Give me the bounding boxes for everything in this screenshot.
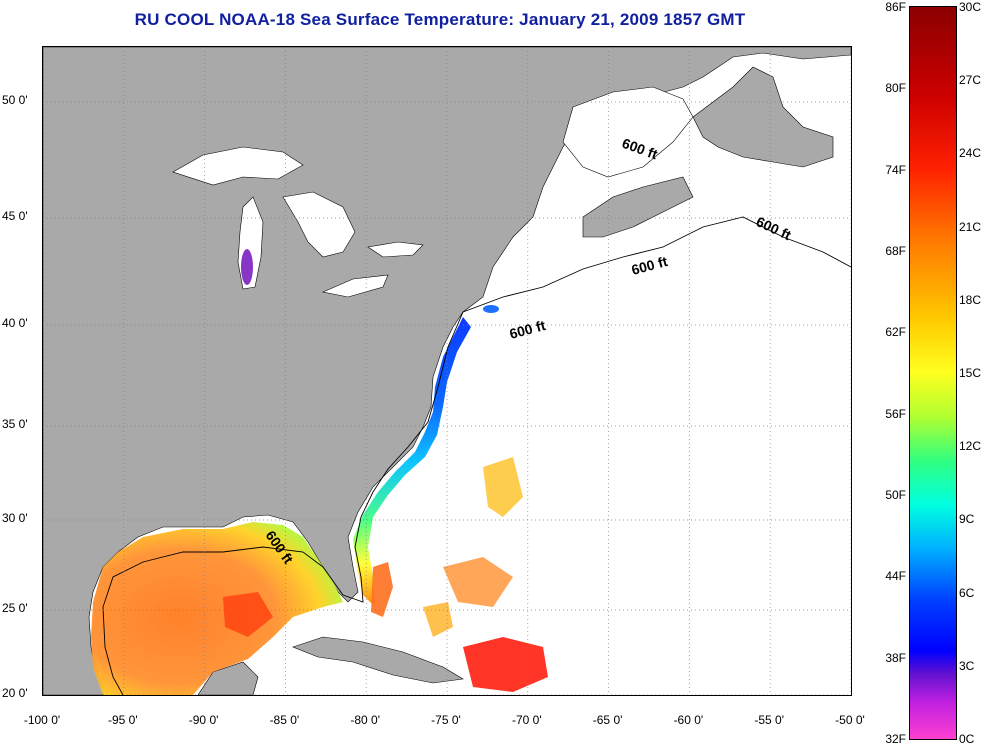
- colorbar-f-label: 50F: [885, 488, 906, 502]
- temperature-colorbar: [909, 6, 957, 740]
- lat-label: 20 0': [2, 686, 28, 700]
- lon-label: -80 0': [350, 713, 381, 727]
- lake-michigan-sst: [241, 249, 253, 285]
- offshore-sst-patches: [223, 457, 548, 692]
- lat-label: 25 0': [2, 601, 28, 615]
- lat-label: 35 0': [2, 417, 28, 431]
- colorbar-c-label: 27C: [959, 73, 982, 88]
- depth-label-3: 600 ft: [630, 253, 670, 278]
- colorbar-c-label: 15C: [959, 366, 982, 380]
- lake-huron: [282, 191, 356, 258]
- lon-label: -55 0': [754, 713, 785, 727]
- colorbar-f-label: 74F: [885, 162, 906, 177]
- isobath-600ft: [102, 216, 851, 695]
- lake-superior: [172, 146, 304, 186]
- colorbar-f-label: 38F: [885, 650, 906, 665]
- st-lawrence-water: [562, 86, 694, 178]
- lon-label: -100 0': [23, 713, 61, 727]
- colorbar-c-label: 3C: [959, 658, 975, 673]
- colorbar-f-label: 80F: [885, 81, 906, 96]
- yucatan-land: [197, 661, 259, 695]
- lake-erie: [322, 274, 389, 298]
- lat-label: 50 0': [2, 93, 28, 107]
- colorbar-c-label: 21C: [959, 219, 982, 234]
- map-canvas: 600 ft 600 ft 600 ft 600 ft 600 ft: [43, 47, 851, 695]
- colorbar-f-label: 86F: [885, 0, 906, 14]
- colorbar-c-label: 24C: [959, 146, 982, 161]
- coastal-sst-band: [353, 317, 471, 607]
- lon-label: -95 0': [107, 713, 138, 727]
- colorbar-f-label: 32F: [885, 732, 906, 746]
- colorbar-c-label: 12C: [959, 439, 982, 454]
- lon-label: -75 0': [431, 713, 461, 727]
- sst-map[interactable]: 600 ft 600 ft 600 ft 600 ft 600 ft: [42, 46, 852, 696]
- colorbar-f-label: 44F: [885, 569, 906, 584]
- lat-lon-grid: [43, 47, 851, 695]
- map-title: RU COOL NOAA-18 Sea Surface Temperature:…: [134, 10, 746, 29]
- lon-label: -65 0': [592, 713, 623, 727]
- colorbar-f-label: 62F: [885, 325, 906, 340]
- lon-label: -85 0': [269, 713, 300, 727]
- colorbar-c-label: 18C: [959, 292, 982, 307]
- lon-label: -90 0': [188, 713, 219, 727]
- colorbar-f-label: 68F: [885, 244, 906, 258]
- nova-scotia-land: [582, 176, 694, 238]
- depth-label-4: 600 ft: [508, 317, 548, 342]
- newfoundland-land: [692, 66, 834, 168]
- georges-bank-sst: [483, 305, 499, 313]
- colorbar-c-label: 30C: [959, 0, 982, 14]
- lon-label: -50 0': [835, 713, 865, 727]
- gulf-sst: [91, 522, 343, 695]
- cuba-land: [292, 636, 464, 684]
- lat-label: 40 0': [2, 316, 28, 330]
- lat-label: 30 0': [2, 511, 28, 525]
- lat-label: 45 0': [2, 209, 28, 223]
- colorbar-c-label: 9C: [959, 512, 975, 527]
- lon-label: -70 0': [511, 713, 542, 727]
- colorbar-f-label: 56F: [885, 406, 906, 421]
- lake-ontario: [367, 241, 424, 258]
- colorbar-c-label: 0C: [959, 732, 975, 746]
- lon-label: -60 0': [673, 713, 704, 727]
- colorbar-c-label: 6C: [959, 585, 975, 600]
